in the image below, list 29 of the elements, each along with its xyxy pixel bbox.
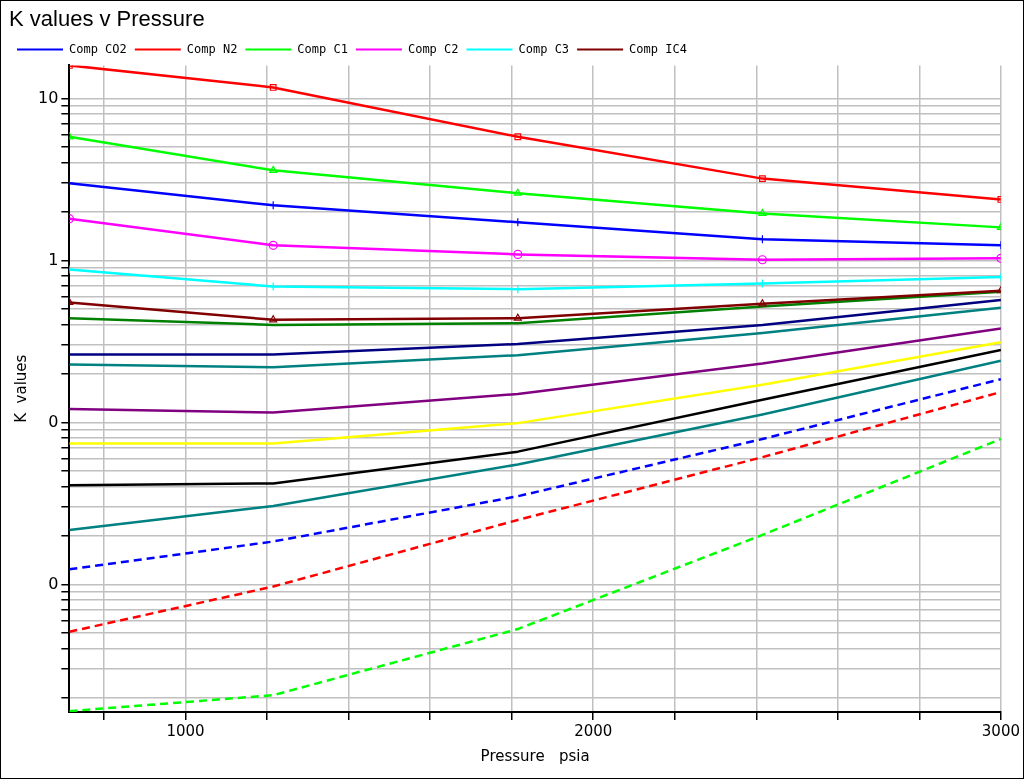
point bbox=[269, 83, 277, 91]
y-tick-label: 1 bbox=[48, 249, 59, 269]
y-axis-title: K values bbox=[11, 354, 30, 423]
point bbox=[513, 188, 522, 196]
legend-label: Comp C1 bbox=[297, 41, 348, 56]
y-tick-label: 0 bbox=[48, 573, 59, 593]
point bbox=[513, 249, 523, 259]
x-axis-title: Pressure psia bbox=[480, 746, 590, 765]
point bbox=[268, 240, 278, 250]
x-tick-label: 3000 bbox=[981, 721, 1021, 740]
point bbox=[758, 208, 767, 217]
legend-label: Comp CO2 bbox=[69, 41, 127, 56]
x-tick-label: 1000 bbox=[166, 721, 205, 740]
y-tick-label: 10 bbox=[38, 87, 59, 107]
point bbox=[514, 133, 522, 141]
y-tick-label: 0 bbox=[48, 411, 59, 431]
point bbox=[758, 175, 766, 183]
legend-label: Comp C3 bbox=[518, 41, 570, 56]
chart-title: K values v Pressure bbox=[9, 6, 205, 32]
point bbox=[758, 299, 767, 307]
point bbox=[269, 165, 278, 173]
legend-label: Comp C2 bbox=[407, 41, 459, 56]
line-series bbox=[69, 377, 1001, 571]
point bbox=[513, 313, 522, 321]
legend-label: Comp N2 bbox=[186, 41, 238, 56]
point bbox=[269, 315, 278, 323]
legend-label: Comp IC4 bbox=[629, 41, 687, 56]
x-tick-label: 2000 bbox=[574, 721, 613, 740]
point bbox=[757, 255, 768, 265]
